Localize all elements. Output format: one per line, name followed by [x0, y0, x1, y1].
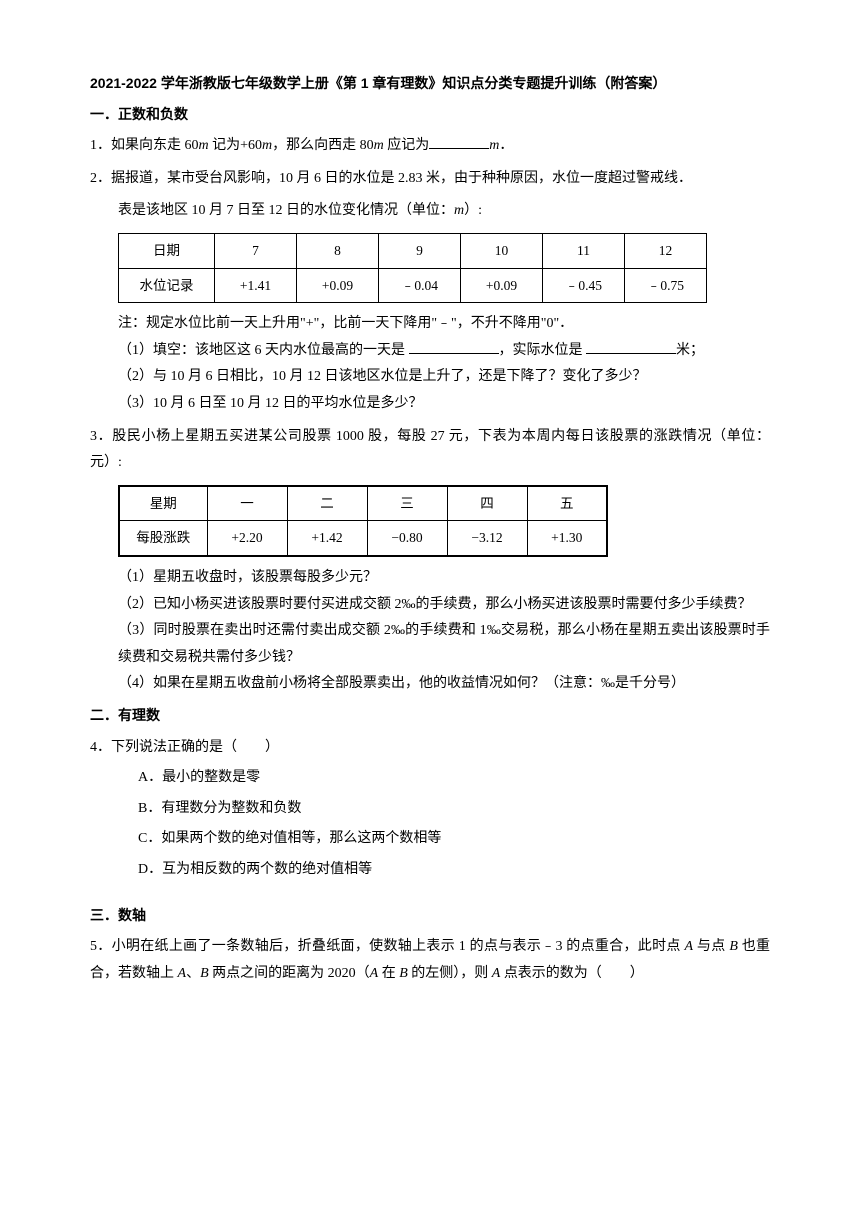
q4-stem: 下列说法正确的是（ ） — [111, 740, 279, 755]
q2-p2-a: 表是该地区 10 月 7 日至 12 日的水位变化情况（单位： — [118, 203, 454, 218]
q1-text-d: 应记为 — [384, 138, 430, 153]
q3-num: 3． — [90, 429, 112, 444]
q2-p1: 据报道，某市受台风影响，10 月 6 日的水位是 2.83 米，由于种种原因，水… — [111, 171, 692, 186]
q1-num: 1． — [90, 138, 111, 153]
table-row: 每股涨跌 +2.20 +1.42 −0.80 −3.12 +1.30 — [119, 521, 607, 556]
question-1: 1．如果向东走 60m 记为+60m，那么向西走 80m 应记为m． — [90, 133, 770, 160]
q2-p2-b: ）: — [464, 203, 482, 218]
td: −3.12 — [447, 521, 527, 556]
td: ﹣0.45 — [543, 268, 625, 303]
q5-b: 与点 — [693, 939, 729, 954]
q5-B1: B — [729, 939, 738, 954]
th: 12 — [625, 233, 707, 268]
question-5: 5．小明在纸上画了一条数轴后，折叠纸面，使数轴上表示 1 的点与表示﹣3 的点重… — [90, 934, 770, 987]
q5-d: 、 — [186, 966, 200, 981]
td: +1.41 — [215, 268, 297, 303]
q1-text-c: ，那么向西走 80 — [272, 138, 374, 153]
td: +0.09 — [297, 268, 379, 303]
q2-p2-m: m — [454, 203, 464, 218]
q2-blank-2 — [586, 340, 676, 354]
th: 三 — [367, 486, 447, 521]
q2-num: 2． — [90, 171, 111, 186]
th: 7 — [215, 233, 297, 268]
td: −0.80 — [367, 521, 447, 556]
question-4: 4．下列说法正确的是（ ） A．最小的整数是零 B．有理数分为整数和负数 C．如… — [90, 735, 770, 884]
q3-table: 星期 一 二 三 四 五 每股涨跌 +2.20 +1.42 −0.80 −3.1… — [118, 485, 608, 557]
td: 水位记录 — [119, 268, 215, 303]
q4-opt-b: B．有理数分为整数和负数 — [90, 796, 770, 823]
q4-num: 4． — [90, 740, 111, 755]
q1-m1: m — [199, 138, 209, 153]
th: 五 — [527, 486, 607, 521]
td: 每股涨跌 — [119, 521, 207, 556]
table-row: 水位记录 +1.41 +0.09 ﹣0.04 +0.09 ﹣0.45 ﹣0.75 — [119, 268, 707, 303]
th: 10 — [461, 233, 543, 268]
q5-B2: B — [200, 966, 209, 981]
q3-sub2: （2）已知小杨买进该股票时要付买进成交额 2‰的手续费，那么小杨买进该股票时需要… — [90, 592, 770, 619]
q2-blank-1 — [409, 340, 499, 354]
q4-opt-d: D．互为相反数的两个数的绝对值相等 — [90, 857, 770, 884]
q1-text-b: 记为+60 — [209, 138, 262, 153]
q5-f: 在 — [378, 966, 399, 981]
td: +0.09 — [461, 268, 543, 303]
q5-e: 两点之间的距离为 2020（ — [209, 966, 370, 981]
td: ﹣0.75 — [625, 268, 707, 303]
q2-sub3: （3）10 月 6 日至 10 月 12 日的平均水位是多少？ — [90, 391, 770, 418]
question-2: 2．据报道，某市受台风影响，10 月 6 日的水位是 2.83 米，由于种种原因… — [90, 166, 770, 418]
q1-text-a: 如果向东走 60 — [111, 138, 199, 153]
q3-sub4: （4）如果在星期五收盘前小杨将全部股票卖出，他的收益情况如何？（注意：‰是千分号… — [90, 671, 770, 698]
td: +1.42 — [287, 521, 367, 556]
table-row: 日期 7 8 9 10 11 12 — [119, 233, 707, 268]
q5-num: 5． — [90, 939, 112, 954]
q2-sub1-c: 米； — [676, 343, 704, 358]
th: 星期 — [119, 486, 207, 521]
table-row: 星期 一 二 三 四 五 — [119, 486, 607, 521]
q4-opt-a: A．最小的整数是零 — [90, 765, 770, 792]
q2-sub1: （1）填空：该地区这 6 天内水位最高的一天是 ，实际水位是 米； — [90, 338, 770, 365]
q5-A1: A — [685, 939, 694, 954]
q1-period: ． — [499, 138, 513, 153]
q5-B3: B — [399, 966, 408, 981]
th: 二 — [287, 486, 367, 521]
q5-a: 小明在纸上画了一条数轴后，折叠纸面，使数轴上表示 1 的点与表示﹣3 的点重合，… — [112, 939, 685, 954]
th: 8 — [297, 233, 379, 268]
q2-sub1-a: （1）填空：该地区这 6 天内水位最高的一天是 — [118, 343, 409, 358]
th: 日期 — [119, 233, 215, 268]
td: +1.30 — [527, 521, 607, 556]
q5-h: 点表示的数为（ ） — [500, 966, 644, 981]
q5-A3: A — [370, 966, 379, 981]
th: 一 — [207, 486, 287, 521]
section-2-heading: 二．有理数 — [90, 702, 770, 729]
q1-m2: m — [262, 138, 272, 153]
q2-sub2: （2）与 10 月 6 日相比，10 月 12 日该地区水位是上升了，还是下降了… — [90, 364, 770, 391]
q3-sub1: （1）星期五收盘时，该股票每股多少元？ — [90, 565, 770, 592]
section-1-heading: 一．正数和负数 — [90, 101, 770, 128]
th: 11 — [543, 233, 625, 268]
th: 四 — [447, 486, 527, 521]
q3-sub3: （3）同时股票在卖出时还需付卖出成交额 2‰的手续费和 1‰交易税，那么小杨在星… — [90, 618, 770, 671]
th: 9 — [379, 233, 461, 268]
q2-sub1-b: ，实际水位是 — [499, 343, 587, 358]
q1-m3: m — [374, 138, 384, 153]
q3-p1: 股民小杨上星期五买进某公司股票 1000 股，每股 27 元，下表为本周内每日该… — [90, 429, 770, 471]
q2-p2: 表是该地区 10 月 7 日至 12 日的水位变化情况（单位：m）: — [90, 198, 770, 225]
question-3: 3．股民小杨上星期五买进某公司股票 1000 股，每股 27 元，下表为本周内每… — [90, 424, 770, 698]
q2-note: 注：规定水位比前一天上升用"+"，比前一天下降用"﹣"，不升不降用"0"． — [90, 311, 770, 338]
q1-m4: m — [489, 138, 499, 153]
section-3-heading: 三．数轴 — [90, 902, 770, 929]
td: ﹣0.04 — [379, 268, 461, 303]
td: +2.20 — [207, 521, 287, 556]
doc-title: 2021-2022 学年浙教版七年级数学上册《第 1 章有理数》知识点分类专题提… — [90, 70, 770, 97]
q5-g: 的左侧），则 — [408, 966, 492, 981]
q5-A2: A — [178, 966, 187, 981]
q2-table: 日期 7 8 9 10 11 12 水位记录 +1.41 +0.09 ﹣0.04… — [118, 233, 707, 303]
q4-opt-c: C．如果两个数的绝对值相等，那么这两个数相等 — [90, 826, 770, 853]
q1-blank — [429, 135, 489, 149]
